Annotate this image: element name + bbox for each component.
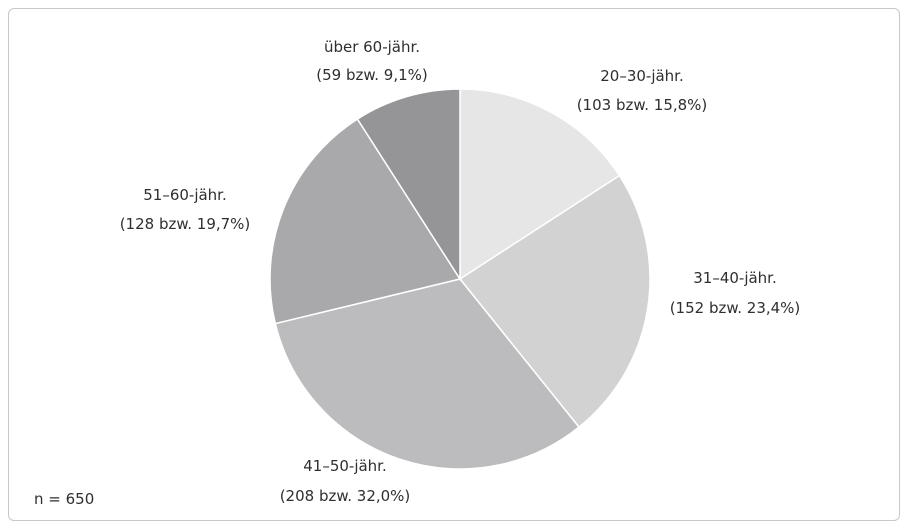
slice-label-20-30-name: 20–30-jähr. [600,67,684,85]
sample-size-note: n = 650 [34,490,95,508]
slice-label-31-40-name: 31–40-jähr. [693,269,777,287]
slice-label-over-60: über 60-jähr. (59 bzw. 9,1%) [316,38,428,84]
pie-slice-0 [459,88,621,281]
slice-label-over-60-name: über 60-jähr. [324,38,420,56]
slice-label-over-60-value: (59 bzw. 9,1%) [316,66,428,84]
slice-label-41-50-name: 41–50-jähr. [303,457,387,475]
pie-slice-1 [458,174,651,429]
slice-label-51-60: 51–60-jähr. (128 bzw. 19,7%) [120,186,251,233]
pie-slice-3 [269,118,462,325]
slice-label-51-60-name: 51–60-jähr. [143,186,227,204]
pie-slices [269,88,651,470]
slice-label-31-40-value: (152 bzw. 23,4%) [670,299,801,317]
slice-label-31-40: 31–40-jähr. (152 bzw. 23,4%) [670,269,801,317]
pie-slice-2 [274,278,581,470]
slice-label-20-30-value: (103 bzw. 15,8%) [577,96,708,114]
slice-label-41-50-value: (208 bzw. 32,0%) [280,487,411,505]
slice-label-20-30: 20–30-jähr. (103 bzw. 15,8%) [577,67,708,114]
slice-label-41-50: 41–50-jähr. (208 bzw. 32,0%) [280,457,411,505]
pie-slice-4 [356,88,461,282]
slice-label-51-60-value: (128 bzw. 19,7%) [120,215,251,233]
